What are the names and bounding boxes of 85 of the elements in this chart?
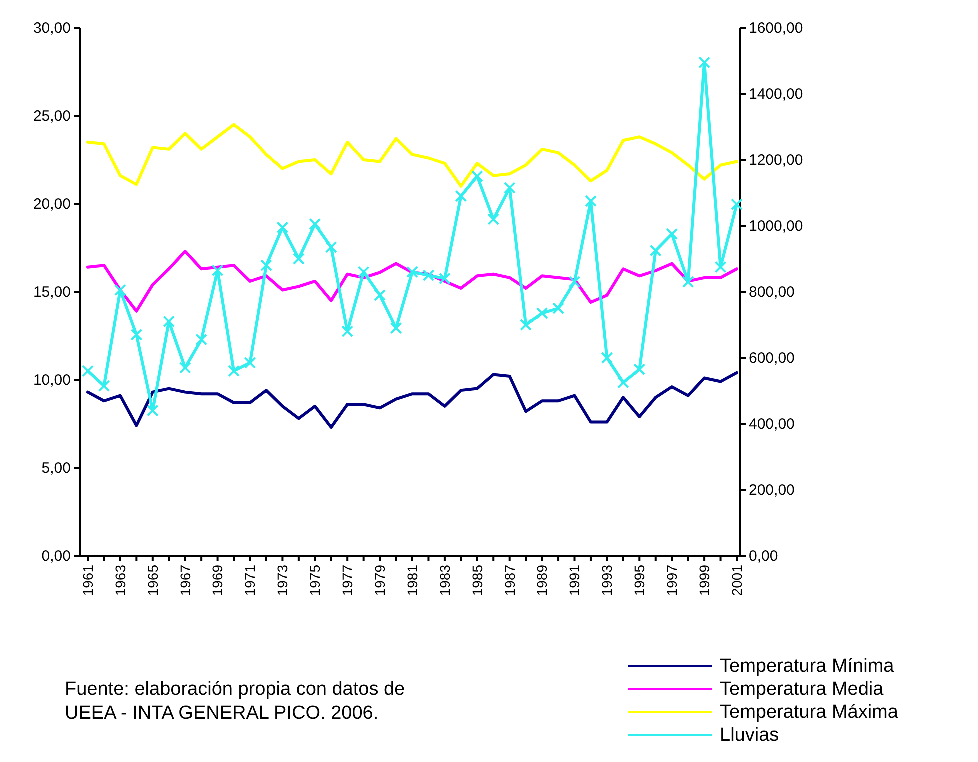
x-tick-label: 2001	[728, 564, 745, 596]
x-tick-label: 1989	[534, 564, 550, 596]
point	[488, 213, 500, 226]
point	[422, 270, 435, 282]
point	[682, 276, 694, 288]
point	[568, 276, 581, 288]
y2-tick-label: 400,00	[749, 416, 795, 433]
x-tick-label: 1981	[404, 564, 420, 596]
y2-tick-label: 600,00	[749, 350, 795, 367]
point	[309, 218, 322, 230]
y-tick-label: 30,00	[33, 20, 71, 37]
x-tick-label: 1973	[274, 564, 291, 596]
point	[325, 241, 338, 254]
point	[536, 307, 548, 320]
y-tick-label: 25,00	[33, 108, 71, 125]
y2-tick-label: 1200,00	[749, 152, 804, 169]
x-tick-label: 1995	[632, 564, 648, 596]
point	[244, 356, 256, 369]
x-tick-label: 1985	[469, 564, 486, 596]
point	[358, 266, 370, 278]
point	[650, 244, 662, 257]
point	[552, 302, 565, 314]
point	[406, 266, 418, 278]
y-tick-label: 5,00	[42, 460, 71, 477]
point	[471, 170, 484, 182]
legend-label: Lluvias	[720, 725, 780, 746]
legend-label: Temperatura Media	[720, 679, 884, 700]
point	[374, 289, 386, 302]
y-tick-label: 10,00	[33, 372, 71, 389]
line-series	[86, 123, 738, 188]
y2-tick-label: 200,00	[749, 482, 795, 499]
point	[617, 376, 630, 389]
point	[666, 228, 678, 240]
x-tick-label: 1971	[242, 564, 258, 596]
y2-tick-label: 1600,00	[749, 20, 804, 37]
point	[98, 380, 110, 392]
x-tick-label: 1999	[696, 564, 712, 596]
point	[731, 198, 743, 211]
point	[82, 365, 94, 378]
x-tick-label: 1967	[177, 564, 194, 596]
y2-tick-label: 1400,00	[749, 86, 804, 103]
point	[601, 352, 614, 364]
point	[292, 253, 305, 265]
line-series	[86, 371, 738, 430]
y-tick-label: 20,00	[33, 196, 71, 213]
point	[260, 260, 272, 272]
point	[228, 365, 240, 378]
point	[698, 56, 711, 69]
legend-label: Temperatura Mínima	[720, 656, 895, 677]
x-tick-label: 1991	[566, 564, 583, 596]
y-tick-label: 15,00	[33, 284, 71, 301]
x-tick-label: 1961	[80, 564, 96, 596]
y2-tick-label: 800,00	[749, 284, 795, 301]
point	[342, 326, 354, 338]
point	[438, 272, 451, 285]
point	[179, 362, 192, 374]
point	[634, 364, 646, 376]
point	[146, 404, 159, 417]
x-tick-label: 1997	[664, 564, 680, 596]
point	[130, 328, 143, 341]
x-tick-label: 1977	[340, 564, 356, 596]
point	[455, 190, 468, 202]
point	[584, 195, 597, 208]
x-tick-label: 1987	[502, 564, 518, 596]
point	[520, 319, 532, 331]
source-note: Fuente: elaboración propia con datos de UEEA - INTA GENERAL PICO. 2006.	[65, 679, 406, 724]
y2-tick-label: 1000,00	[749, 218, 804, 235]
x-tick-label: 1979	[372, 564, 388, 596]
x-tick-label: 1963	[112, 564, 128, 596]
point	[714, 261, 727, 274]
y-tick-label: 0,00	[42, 548, 71, 565]
point	[114, 284, 126, 296]
point	[390, 322, 402, 334]
y2-tick-label: 0,00	[749, 548, 778, 565]
point	[504, 182, 516, 194]
point	[212, 264, 224, 277]
point	[163, 316, 176, 328]
x-tick-label: 1983	[436, 564, 453, 596]
point	[196, 334, 208, 346]
legend-label: Temperatura Máxima	[720, 702, 899, 723]
point	[276, 222, 289, 234]
x-tick-label: 1975	[307, 564, 324, 596]
x-tick-label: 1993	[599, 564, 616, 596]
x-tick-label: 1969	[210, 564, 226, 596]
x-tick-label: 1965	[144, 564, 161, 596]
